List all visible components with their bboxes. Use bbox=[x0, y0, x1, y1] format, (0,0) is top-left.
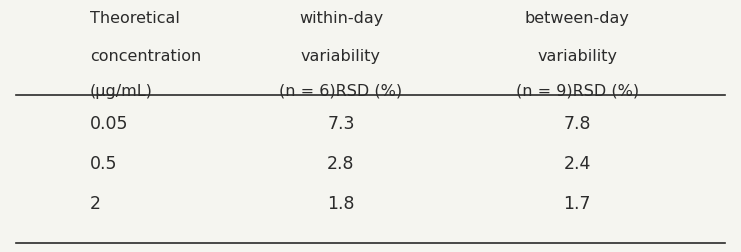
Text: 2.4: 2.4 bbox=[563, 154, 591, 172]
Text: between-day: between-day bbox=[525, 11, 630, 26]
Text: 0.5: 0.5 bbox=[90, 154, 118, 172]
Text: 2.8: 2.8 bbox=[328, 154, 355, 172]
Text: 1.7: 1.7 bbox=[563, 194, 591, 212]
Text: 0.05: 0.05 bbox=[90, 115, 128, 133]
Text: 7.8: 7.8 bbox=[563, 115, 591, 133]
Text: variability: variability bbox=[301, 49, 381, 64]
Text: concentration: concentration bbox=[90, 49, 202, 64]
Text: 1.8: 1.8 bbox=[328, 194, 355, 212]
Text: within-day: within-day bbox=[299, 11, 383, 26]
Text: (n = 9)RSD (%): (n = 9)RSD (%) bbox=[516, 84, 639, 99]
Text: 7.3: 7.3 bbox=[328, 115, 355, 133]
Text: Theoretical: Theoretical bbox=[90, 11, 180, 26]
Text: variability: variability bbox=[537, 49, 617, 64]
Text: (μg/mL): (μg/mL) bbox=[90, 84, 153, 99]
Text: (n = 6)RSD (%): (n = 6)RSD (%) bbox=[279, 84, 402, 99]
Text: 2: 2 bbox=[90, 194, 101, 212]
